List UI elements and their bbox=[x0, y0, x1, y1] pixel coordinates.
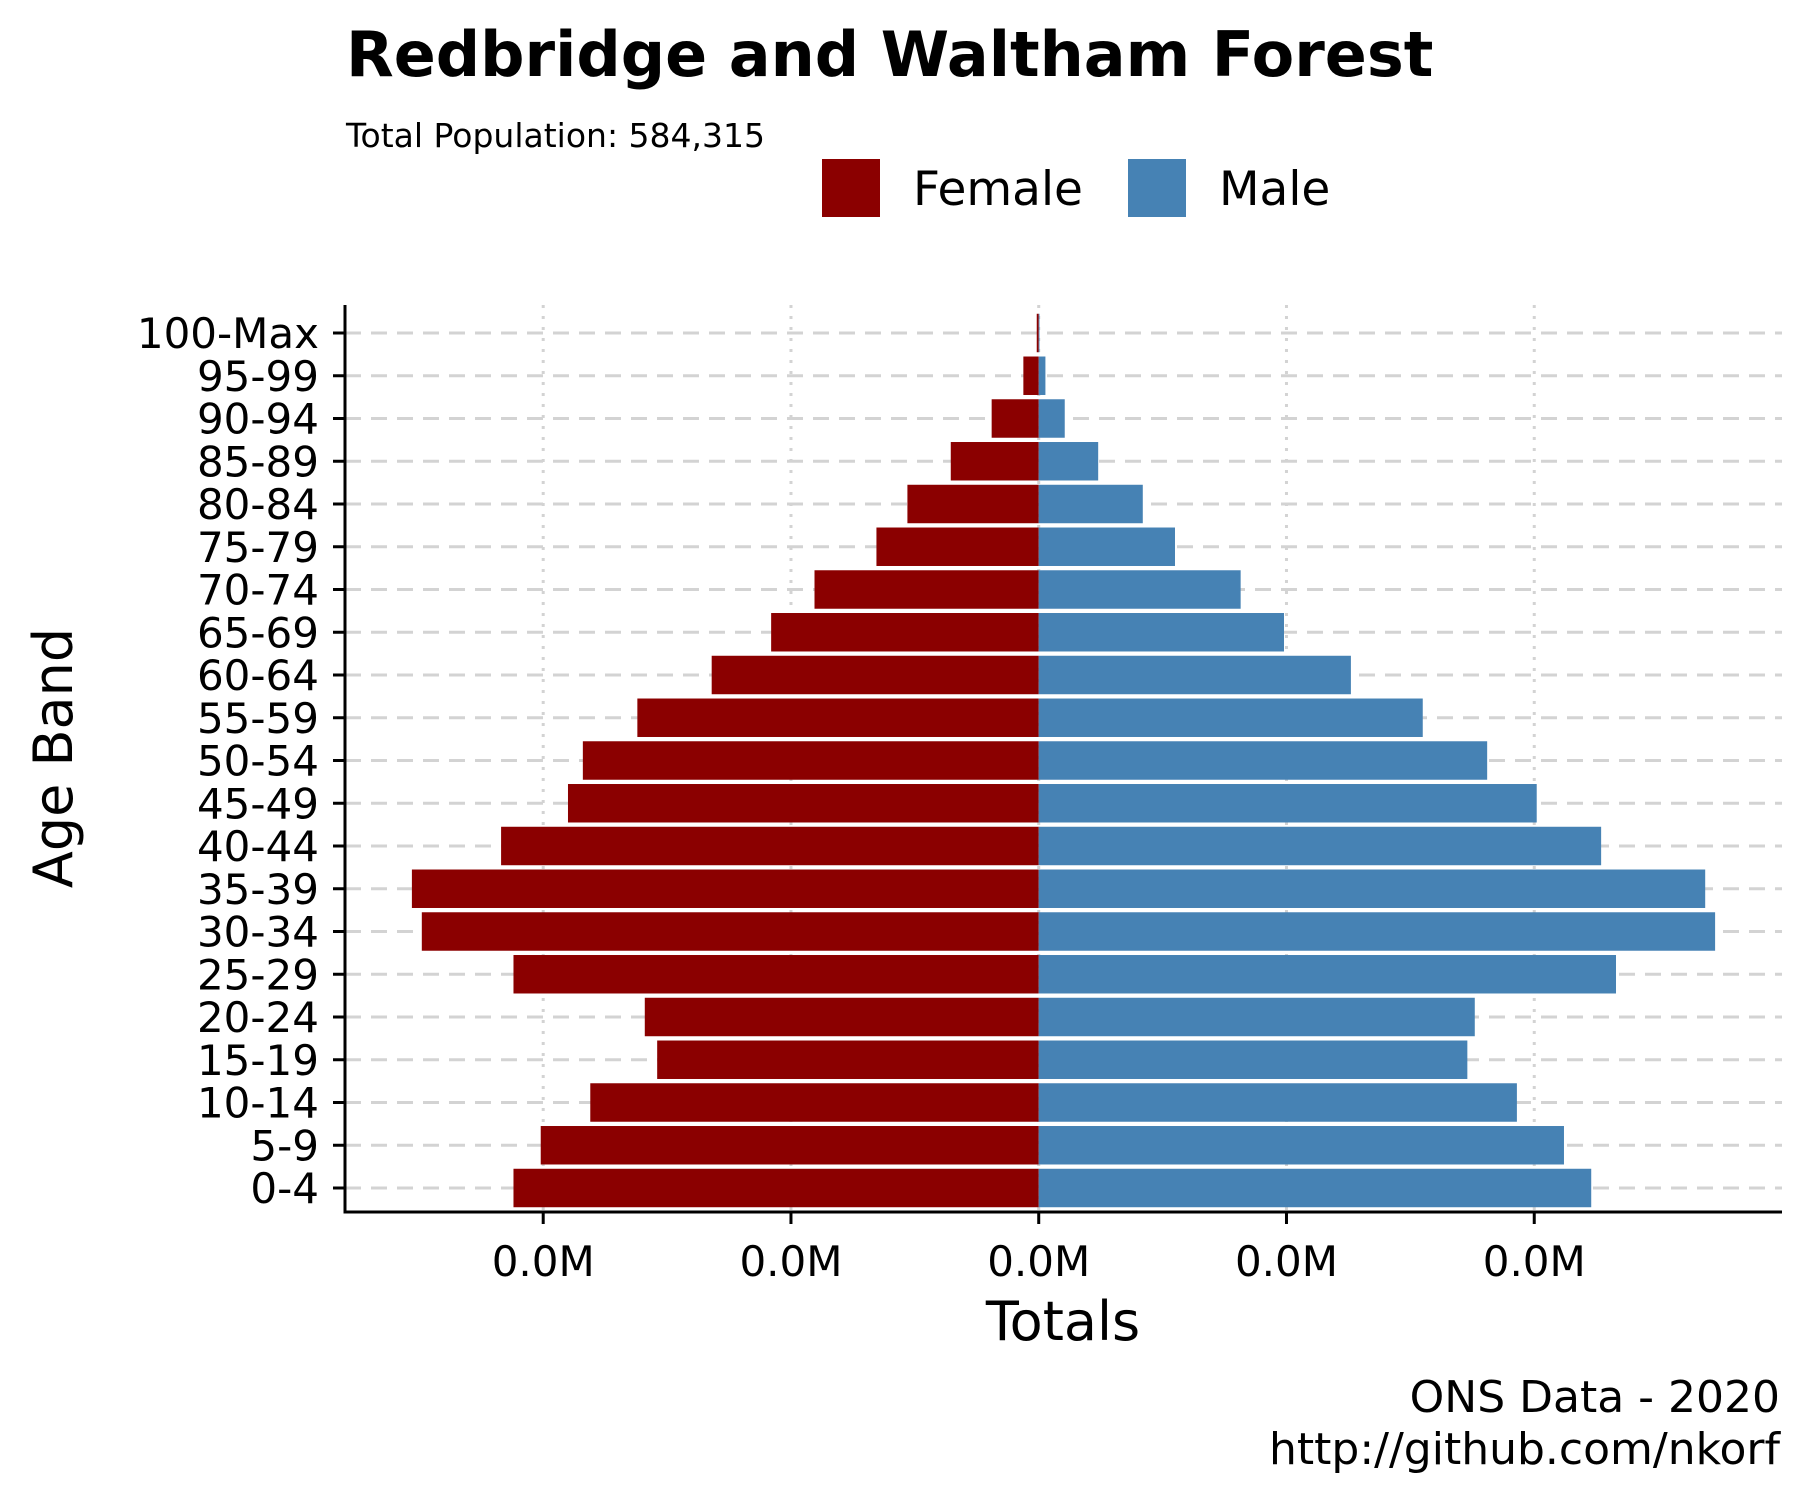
bar-male-55-59 bbox=[1038, 698, 1423, 737]
bar-male-30-34 bbox=[1038, 912, 1716, 951]
legend-label-female: Female bbox=[913, 162, 1083, 217]
bar-female-95-99 bbox=[1023, 356, 1039, 395]
bar-male-20-24 bbox=[1038, 997, 1475, 1037]
bar-female-60-64 bbox=[711, 655, 1039, 695]
bar-female-85-89 bbox=[950, 442, 1039, 481]
bar-female-20-24 bbox=[644, 997, 1039, 1037]
bar-male-50-54 bbox=[1038, 741, 1488, 780]
y-tick-label: 35-39 bbox=[197, 865, 319, 914]
x-tick-label: 0.0M bbox=[1483, 1237, 1586, 1286]
x-tick-label: 0.0M bbox=[1235, 1237, 1338, 1286]
legend-label-male: Male bbox=[1219, 162, 1330, 217]
chart-subtitle: Total Population: 584,315 bbox=[346, 116, 766, 155]
bar-female-70-74 bbox=[814, 570, 1039, 609]
bar-female-30-34 bbox=[421, 912, 1039, 951]
y-tick-label: 0-4 bbox=[250, 1164, 319, 1213]
bar-male-35-39 bbox=[1038, 869, 1706, 908]
tick-labels: 0-45-910-1415-1920-2425-2930-3435-3940-4… bbox=[137, 309, 1586, 1286]
y-tick-label: 90-94 bbox=[197, 395, 319, 444]
bar-male-60-64 bbox=[1038, 655, 1351, 695]
y-tick-label: 50-54 bbox=[197, 737, 319, 786]
caption: ONS Data - 2020 http://github.com/nkorf bbox=[1269, 1372, 1780, 1476]
y-tick-label: 100-Max bbox=[137, 309, 319, 358]
y-tick-label: 80-84 bbox=[197, 480, 319, 529]
bar-male-40-44 bbox=[1038, 826, 1602, 866]
bar-female-80-84 bbox=[907, 484, 1039, 524]
bar-male-25-29 bbox=[1038, 955, 1617, 994]
bar-male-15-19 bbox=[1038, 1040, 1468, 1079]
y-axis-title: Age Band bbox=[22, 628, 85, 888]
bar-male-100-Max bbox=[1038, 313, 1040, 353]
bar-female-40-44 bbox=[501, 826, 1039, 866]
bar-female-0-4 bbox=[513, 1168, 1039, 1208]
bar-female-100-Max bbox=[1036, 313, 1039, 353]
axes bbox=[333, 305, 1782, 1224]
y-tick-label: 70-74 bbox=[197, 566, 319, 615]
caption-source: ONS Data - 2020 bbox=[1409, 1372, 1780, 1423]
bar-male-85-89 bbox=[1038, 442, 1099, 481]
bar-male-45-49 bbox=[1038, 784, 1537, 823]
bars bbox=[411, 313, 1716, 1208]
legend-key-male bbox=[1128, 159, 1186, 217]
y-tick-label: 60-64 bbox=[197, 651, 319, 700]
y-tick-label: 30-34 bbox=[197, 908, 319, 957]
bar-male-10-14 bbox=[1038, 1083, 1517, 1122]
y-tick-label: 75-79 bbox=[197, 523, 319, 572]
legend: Female Male bbox=[822, 159, 1330, 217]
bar-female-55-59 bbox=[637, 698, 1039, 737]
chart-title: Redbridge and Waltham Forest bbox=[346, 18, 1434, 91]
bar-male-70-74 bbox=[1038, 570, 1241, 609]
y-tick-label: 85-89 bbox=[197, 437, 319, 486]
bar-female-65-69 bbox=[771, 613, 1039, 652]
bar-male-90-94 bbox=[1038, 399, 1065, 438]
bar-female-5-9 bbox=[540, 1126, 1039, 1165]
bar-female-10-14 bbox=[590, 1083, 1039, 1122]
y-tick-label: 65-69 bbox=[197, 608, 319, 657]
x-axis-title: Totals bbox=[985, 1290, 1140, 1353]
y-tick-label: 15-19 bbox=[197, 1036, 319, 1085]
bar-female-75-79 bbox=[876, 527, 1039, 566]
bar-female-25-29 bbox=[513, 955, 1039, 994]
y-tick-label: 55-59 bbox=[197, 694, 319, 743]
bar-male-95-99 bbox=[1038, 356, 1046, 395]
bar-male-75-79 bbox=[1038, 527, 1175, 566]
y-tick-label: 95-99 bbox=[197, 352, 319, 401]
caption-url: http://github.com/nkorf bbox=[1269, 1424, 1780, 1475]
bar-male-65-69 bbox=[1038, 613, 1285, 652]
bar-male-0-4 bbox=[1038, 1168, 1592, 1208]
bar-female-90-94 bbox=[991, 399, 1039, 438]
bar-female-15-19 bbox=[657, 1040, 1039, 1079]
x-tick-label: 0.0M bbox=[739, 1237, 842, 1286]
y-tick-label: 10-14 bbox=[197, 1079, 319, 1128]
y-tick-label: 45-49 bbox=[197, 779, 319, 828]
y-tick-label: 5-9 bbox=[250, 1121, 319, 1170]
bar-female-35-39 bbox=[411, 869, 1039, 908]
legend-key-female bbox=[822, 159, 880, 217]
x-tick-label: 0.0M bbox=[492, 1237, 595, 1286]
x-tick-label: 0.0M bbox=[987, 1237, 1090, 1286]
y-tick-label: 20-24 bbox=[197, 993, 319, 1042]
y-tick-label: 40-44 bbox=[197, 822, 319, 871]
bar-female-45-49 bbox=[567, 784, 1039, 823]
bar-male-80-84 bbox=[1038, 484, 1143, 524]
bar-female-50-54 bbox=[582, 741, 1039, 780]
y-tick-label: 25-29 bbox=[197, 950, 319, 999]
bar-male-5-9 bbox=[1038, 1126, 1564, 1165]
